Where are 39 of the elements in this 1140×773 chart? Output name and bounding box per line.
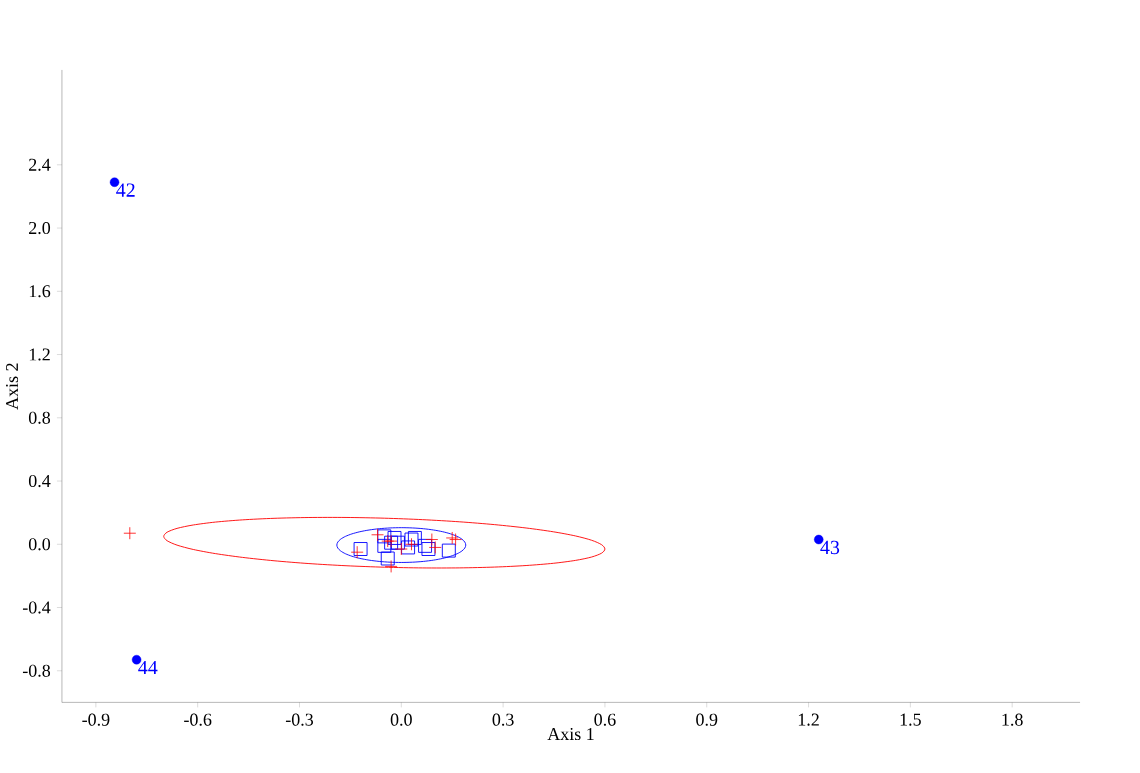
point bbox=[353, 541, 368, 556]
annotation: 44 bbox=[138, 660, 158, 674]
x-tick-label: 0.6 bbox=[594, 713, 616, 726]
x-tick-label: 0.0 bbox=[390, 713, 412, 726]
y-tick-label: -0.8 bbox=[22, 664, 51, 677]
y-tick-label: -0.4 bbox=[22, 601, 51, 614]
point bbox=[394, 542, 408, 556]
x-tick-label: 1.5 bbox=[900, 713, 921, 726]
point bbox=[428, 540, 442, 554]
y-tick-label: 2.0 bbox=[29, 221, 51, 234]
y-tick-label: 0.0 bbox=[28, 538, 51, 551]
point bbox=[377, 538, 392, 553]
x-tick-label: 1.2 bbox=[798, 713, 819, 726]
point bbox=[371, 528, 384, 542]
point bbox=[387, 530, 402, 545]
point bbox=[123, 526, 137, 540]
x-tick-label: -0.9 bbox=[82, 713, 110, 726]
point bbox=[380, 551, 395, 566]
x-tick-label: -0.3 bbox=[285, 713, 314, 726]
y-tick-label: 2.4 bbox=[29, 158, 51, 171]
point bbox=[350, 545, 364, 559]
x-tick-label: 0.9 bbox=[696, 713, 718, 726]
point bbox=[449, 532, 462, 546]
point bbox=[445, 531, 459, 545]
annotation: 42 bbox=[116, 183, 135, 197]
x-tick-label: 1.8 bbox=[1002, 713, 1023, 726]
x-axis-title: Axis 1 bbox=[547, 727, 594, 740]
y-tick-label: 0.4 bbox=[28, 474, 51, 487]
x-tick-label: -0.6 bbox=[184, 713, 212, 726]
point bbox=[384, 559, 398, 573]
y-tick-label: 0.8 bbox=[28, 411, 51, 424]
y-tick-label: 1.6 bbox=[29, 285, 51, 298]
x-tick-label: 0.3 bbox=[492, 713, 514, 726]
point bbox=[405, 537, 418, 551]
y-tick-label: 1.2 bbox=[29, 348, 50, 361]
point bbox=[425, 532, 439, 546]
point bbox=[441, 543, 456, 558]
y-axis-title: Axis 2 bbox=[6, 363, 19, 410]
annotation: 43 bbox=[820, 540, 840, 554]
